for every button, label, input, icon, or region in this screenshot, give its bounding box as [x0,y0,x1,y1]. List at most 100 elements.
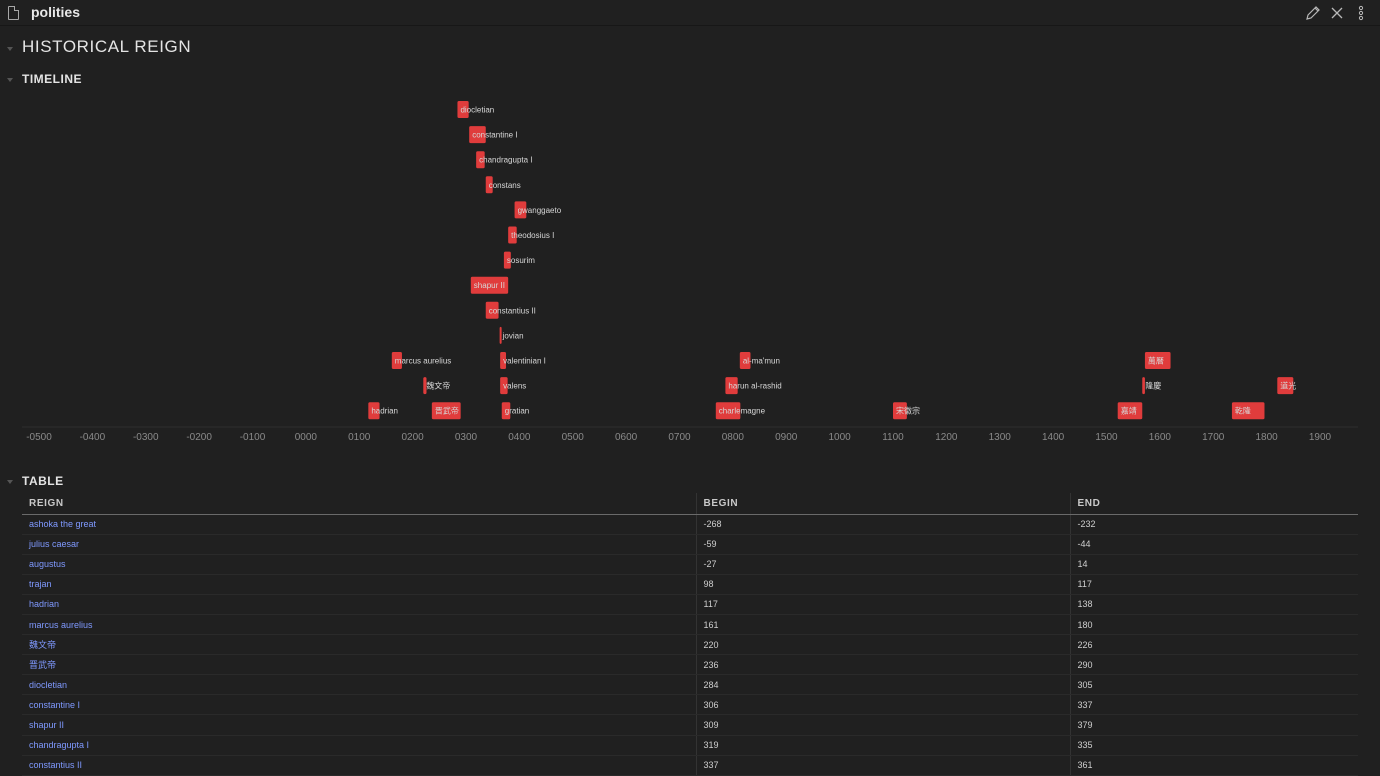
column-header-reign[interactable]: REIGN [22,493,696,515]
timeline-bar[interactable] [1142,377,1145,395]
timeline-bar-label: valentinian I [503,357,546,366]
timeline-bar[interactable] [508,226,517,244]
timeline-tick-label: 0100 [348,432,371,443]
timeline-item[interactable]: sosurim [503,251,535,269]
table-row: julius caesar -59 -44 [22,534,1358,555]
timeline-bar[interactable] [485,176,493,194]
timeline-tick-label: 1200 [935,432,958,443]
timeline-bar[interactable] [715,402,741,420]
cell-reign[interactable]: julius caesar [22,534,696,555]
timeline-bar[interactable] [470,276,509,294]
cell-reign[interactable]: marcus aurelius [22,614,696,636]
timeline-bar[interactable] [457,101,469,118]
fold-toggle-icon[interactable] [7,480,13,484]
timeline-item[interactable]: hadrian [368,402,398,420]
cell-begin: 98 [695,574,1070,595]
table-row: 晋武帝 236 290 [22,654,1358,676]
timeline-item[interactable]: 乾隆 [1231,402,1265,420]
cell-reign[interactable]: diocletian [22,674,696,696]
timeline-tick-label: -0200 [186,432,212,443]
timeline-item[interactable]: marcus aurelius [391,352,451,369]
timeline-item[interactable]: charlemagne [715,402,766,420]
timeline-item[interactable]: constantine I [469,126,518,144]
table-row: diocletian 284 305 [22,674,1358,696]
timeline-item[interactable]: shapur II [470,276,509,294]
timeline-bar[interactable] [500,352,507,369]
cell-reign[interactable]: augustus [22,554,696,575]
more-vertical-icon[interactable] [1352,4,1370,22]
cell-end: 290 [1069,654,1358,676]
timeline-tick-label: 0700 [668,432,691,443]
timeline-tick-label: 0800 [722,432,745,443]
timeline-item[interactable]: 晋武帝 [431,402,461,420]
cell-begin: 309 [695,714,1070,736]
cell-reign[interactable]: ashoka the great [22,514,696,535]
timeline-item[interactable]: 隆慶 [1142,377,1161,395]
timeline-item[interactable]: theodosius I [508,226,554,244]
cell-reign[interactable]: 晋武帝 [22,654,696,676]
timeline-bar[interactable] [476,151,485,169]
timeline-bar[interactable] [431,402,461,420]
timeline-bar[interactable] [1231,402,1265,420]
timeline-bar[interactable] [739,352,751,369]
timeline-item[interactable]: constans [485,176,521,194]
timeline-item[interactable]: 宋徽宗 [893,402,920,420]
timeline-item[interactable]: valens [500,377,526,395]
timeline-bar[interactable] [469,126,486,144]
cell-reign[interactable]: hadrian [22,594,696,615]
column-header-begin[interactable]: BEGIN [695,493,1070,515]
timeline-item[interactable]: 嘉靖 [1117,402,1143,420]
file-icon [8,6,19,20]
timeline-item[interactable]: chandragupta I [476,151,533,169]
cell-reign[interactable]: constantine I [22,694,696,716]
timeline-item[interactable]: gwanggaeto [514,201,562,219]
timeline-bar[interactable] [503,251,511,269]
timeline-bar-label: harun al-rashid [728,382,781,391]
timeline-bar-label: hadrian [371,407,398,416]
timeline-bar[interactable] [485,301,499,319]
timeline-bar[interactable] [391,352,402,369]
timeline-bar[interactable] [1117,402,1143,420]
timeline-tick-label: -0500 [26,432,52,443]
timeline-bar[interactable] [423,377,427,395]
timeline-bar-label: 宋徽宗 [896,406,920,416]
timeline-bar[interactable] [893,402,907,420]
timeline-item[interactable]: constantius II [485,301,536,319]
cell-reign[interactable]: chandragupta I [22,735,696,756]
timeline-bar[interactable] [368,402,380,420]
cell-reign[interactable]: 魏文帝 [22,634,696,656]
timeline-item[interactable]: 魏文帝 [423,377,450,395]
column-header-end[interactable]: END [1069,493,1358,515]
timeline-bar[interactable] [1277,377,1294,395]
fold-toggle-icon[interactable] [7,78,13,82]
timeline-bar[interactable] [514,201,527,219]
timeline-bar[interactable] [499,326,502,344]
timeline-item[interactable]: 萬曆 [1144,352,1171,369]
timeline-tick-label: 1600 [1149,432,1172,443]
timeline-item[interactable]: diocletian [457,101,494,118]
cell-reign[interactable]: trajan [22,574,696,595]
timeline-bar[interactable] [725,377,738,395]
page-title: HISTORICAL REIGN [22,37,192,56]
timeline-bar[interactable] [500,377,508,395]
cell-reign[interactable]: constantius II [22,755,696,776]
reign-table: REIGN BEGIN END ashoka the great -268 -232… [22,493,1358,776]
close-icon[interactable] [1328,4,1346,22]
timeline-bar[interactable] [1144,352,1171,369]
timeline-item[interactable]: harun al-rashid [725,377,782,395]
timeline-item[interactable]: gratian [501,402,529,420]
timeline-tick-label: 1400 [1042,432,1065,443]
timeline-item[interactable]: jovian [499,326,524,344]
note-content: HISTORICAL REIGN TIMELINE diocletian cons… [0,26,1380,776]
cell-reign[interactable]: shapur II [22,714,696,736]
timeline-item[interactable]: al-ma'mun [739,352,780,369]
timeline-tick-label: 1100 [882,432,904,443]
timeline-item[interactable]: valentinian I [500,352,546,369]
timeline-bar-label: valens [503,382,526,391]
cell-end: -44 [1069,534,1358,555]
pencil-icon[interactable] [1304,4,1322,22]
timeline-bar[interactable] [501,402,511,420]
timeline-item[interactable]: 道光 [1277,377,1296,395]
fold-toggle-icon[interactable] [7,47,13,51]
cell-end: 180 [1069,614,1358,636]
